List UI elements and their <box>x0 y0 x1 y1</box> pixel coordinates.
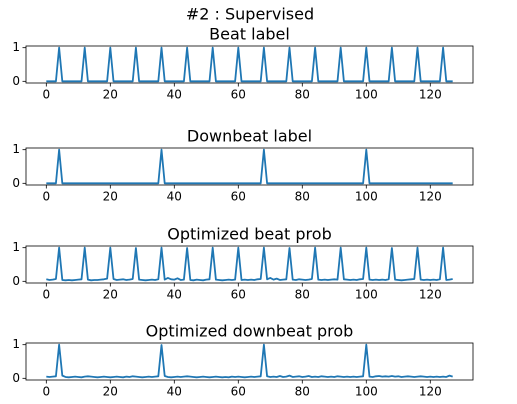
x-tick-label: 80 <box>295 88 310 102</box>
x-tick-label: 80 <box>295 190 310 204</box>
x-tick-label: 60 <box>231 288 246 302</box>
x-tick-label: 100 <box>355 385 378 399</box>
y-tick-label: 1 <box>12 40 20 54</box>
axes-frame <box>25 147 474 186</box>
x-tick-label: 120 <box>419 385 442 399</box>
x-tick-label: 20 <box>103 88 118 102</box>
line <box>46 46 453 83</box>
x-tick-label: 80 <box>295 288 310 302</box>
line <box>46 246 453 282</box>
x-tick-label: 40 <box>167 190 182 204</box>
y-tick-label: 1 <box>12 240 20 254</box>
y-tick-label: 0 <box>12 74 20 88</box>
subplot-title: Optimized beat prob <box>167 225 331 244</box>
x-tick-label: 20 <box>103 385 118 399</box>
x-tick-label: 20 <box>103 190 118 204</box>
x-tick-label: 100 <box>355 288 378 302</box>
x-tick-label: 0 <box>42 190 50 204</box>
figure-title: #2 : Supervised <box>186 5 314 24</box>
x-tick-label: 100 <box>355 190 378 204</box>
x-tick-label: 40 <box>167 385 182 399</box>
subplot-title: Optimized downbeat prob <box>146 322 354 341</box>
line <box>46 148 453 185</box>
subplot-title: Downbeat label <box>187 127 312 146</box>
x-tick-label: 20 <box>103 288 118 302</box>
axes-frame <box>25 245 474 284</box>
x-tick-label: 120 <box>419 88 442 102</box>
x-tick-label: 100 <box>355 88 378 102</box>
y-tick-label: 0 <box>12 274 20 288</box>
x-tick-label: 60 <box>231 385 246 399</box>
y-tick-label: 1 <box>12 337 20 351</box>
y-tick-label: 1 <box>12 142 20 156</box>
subplot-title: Beat label <box>209 25 290 44</box>
y-tick-label: 0 <box>12 176 20 190</box>
x-tick-label: 40 <box>167 88 182 102</box>
x-tick-label: 120 <box>419 288 442 302</box>
x-tick-label: 80 <box>295 385 310 399</box>
x-tick-label: 0 <box>42 88 50 102</box>
x-tick-label: 120 <box>419 190 442 204</box>
x-tick-label: 0 <box>42 288 50 302</box>
x-tick-label: 0 <box>42 385 50 399</box>
axes-frame <box>25 45 474 84</box>
line <box>46 343 453 379</box>
axes-frame <box>25 342 474 381</box>
x-tick-label: 60 <box>231 88 246 102</box>
x-tick-label: 40 <box>167 288 182 302</box>
y-tick-label: 0 <box>12 371 20 385</box>
x-tick-label: 60 <box>231 190 246 204</box>
